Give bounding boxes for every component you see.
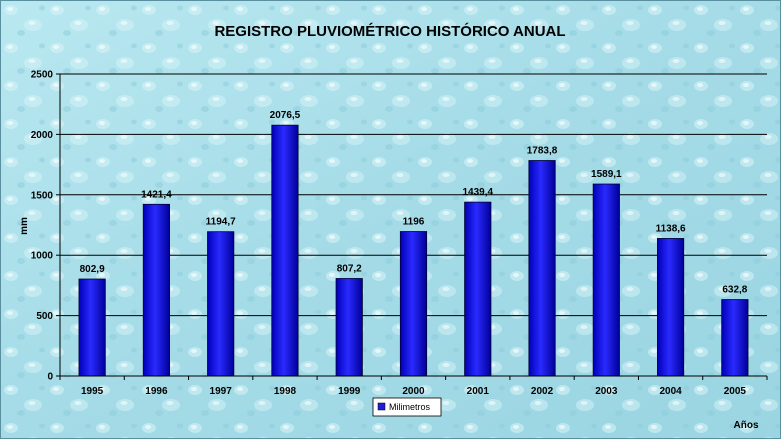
- y-tick-label: 1500: [31, 190, 54, 201]
- x-tick-label-1998: 1998: [274, 386, 297, 397]
- y-tick-labels: 0 500 1000 1500 2000 2500: [31, 70, 54, 383]
- data-label-2002: 1783,8: [527, 146, 558, 157]
- x-tick-label-2001: 2001: [467, 386, 490, 397]
- bar-1995: [78, 278, 106, 377]
- x-tick-label-2003: 2003: [595, 386, 618, 397]
- x-tick-label-1999: 1999: [338, 386, 361, 397]
- x-tick-label-1997: 1997: [210, 386, 233, 397]
- bar-1999: [335, 278, 363, 377]
- bar-1998: [271, 124, 299, 377]
- data-label-1998: 2076,5: [270, 110, 301, 121]
- bar-2003: [592, 183, 620, 377]
- data-labels: 802,9 1421,4 1194,7 2076,5 807,2 1196 1439,4 17…: [80, 110, 748, 295]
- bar-2001: [464, 201, 492, 377]
- y-axis-label: mm: [19, 217, 30, 235]
- y-tick-label: 1000: [31, 251, 54, 262]
- y-tick-label: 500: [36, 311, 53, 322]
- legend-swatch: [377, 402, 386, 411]
- legend-box: [372, 397, 442, 417]
- x-axis-label: Años: [734, 420, 759, 431]
- bar-2000: [399, 231, 428, 377]
- y-tick-label: 0: [47, 372, 53, 383]
- x-tick-labels: 1995 1996 1997 1998 1999 2000 2001 2002 2003 2004…: [81, 386, 746, 397]
- x-tick-label-2004: 2004: [659, 386, 682, 397]
- data-label-1999: 807,2: [337, 263, 362, 274]
- data-label-2003: 1589,1: [591, 169, 622, 180]
- y-tick-label: 2000: [31, 130, 54, 141]
- x-tick-label-2002: 2002: [531, 386, 554, 397]
- data-label-1995: 802,9: [80, 264, 105, 275]
- data-label-2005: 632,8: [722, 285, 747, 296]
- data-label-2001: 1439,4: [462, 187, 493, 198]
- bar-2004: [657, 238, 685, 377]
- data-label-1997: 1194,7: [206, 217, 236, 228]
- legend: Milimetros: [372, 397, 442, 417]
- chart-title: REGISTRO PLUVIOMÉTRICO HISTÓRICO ANUAL: [214, 22, 565, 40]
- data-label-2004: 1138,6: [656, 223, 686, 234]
- y-tick-label: 2500: [31, 70, 54, 81]
- legend-label: Milimetros: [389, 402, 431, 412]
- x-tick-label-2000: 2000: [402, 386, 425, 397]
- data-label-2000: 1196: [403, 217, 425, 228]
- gridlines: [56, 73, 768, 380]
- bars: [78, 124, 749, 377]
- bar-2005: [721, 299, 749, 377]
- x-tick-label-2005: 2005: [724, 386, 747, 397]
- bar-1996: [142, 203, 170, 377]
- data-label-1996: 1421,4: [141, 189, 172, 200]
- bar-1997: [207, 231, 235, 377]
- x-tick-label-1995: 1995: [81, 386, 104, 397]
- x-tick-label-1996: 1996: [145, 386, 168, 397]
- bar-2002: [528, 160, 556, 377]
